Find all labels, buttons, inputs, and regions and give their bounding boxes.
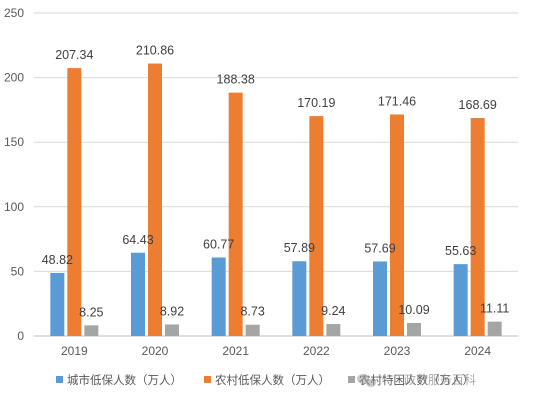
data-label: 55.63 <box>445 244 476 258</box>
bar-series-3 <box>165 324 179 336</box>
bar-series-2 <box>309 116 324 336</box>
bar-series-3 <box>326 324 341 336</box>
data-label: 8.92 <box>160 304 184 318</box>
data-label: 168.69 <box>459 98 497 112</box>
y-tick-label: 150 <box>4 135 24 149</box>
y-tick-label: 50 <box>11 264 25 278</box>
x-tick-label: 2019 <box>61 344 88 358</box>
bar-series-3 <box>407 322 421 336</box>
data-label: 8.25 <box>79 305 103 319</box>
bars <box>50 63 502 336</box>
bar-series-2 <box>148 63 162 336</box>
x-axis-ticks: 2019 2020 2021 2022 2023 2024 <box>61 344 491 358</box>
bar-series-2 <box>228 92 243 336</box>
bar-series-2 <box>67 68 82 336</box>
bar-series-1 <box>453 264 468 336</box>
data-label: 170.19 <box>297 96 335 110</box>
data-label: 9.24 <box>321 304 345 318</box>
y-tick-label: 200 <box>4 71 24 85</box>
x-tick-label: 2021 <box>222 344 249 358</box>
data-label: 207.34 <box>55 48 93 62</box>
bar-series-1 <box>211 257 226 336</box>
bar-series-1 <box>131 252 145 336</box>
x-tick-label: 2020 <box>142 344 169 358</box>
data-label: 60.77 <box>203 237 234 251</box>
bar-series-2 <box>470 118 485 336</box>
y-tick-label: 250 <box>4 6 24 20</box>
watermark: 政节服务百科 <box>357 372 476 387</box>
bar-series-1 <box>50 272 65 336</box>
bar-series-2 <box>390 114 404 336</box>
bar-series-3 <box>84 325 99 336</box>
legend-label: 农村低保人数（万人） <box>215 373 330 387</box>
data-label: 57.89 <box>284 241 315 255</box>
data-label: 171.46 <box>378 94 416 108</box>
x-tick-label: 2023 <box>384 344 411 358</box>
x-tick-label: 2022 <box>303 344 330 358</box>
data-label: 210.86 <box>136 44 174 58</box>
y-tick-label: 0 <box>17 329 24 343</box>
legend-label: 城市低保人数（万人） <box>67 373 182 387</box>
bar-series-3 <box>487 321 502 336</box>
data-label: 64.43 <box>122 233 153 247</box>
data-label: 188.38 <box>217 73 255 87</box>
data-label: 10.09 <box>398 303 429 317</box>
watermark-text: 政节服务百科 <box>404 372 476 387</box>
bar-series-1 <box>373 261 387 336</box>
legend-swatch-3 <box>348 376 355 383</box>
data-labels: 48.82 207.34 8.25 64.43 210.86 8.92 60.77 188.3… <box>42 44 510 320</box>
data-label: 57.69 <box>364 241 395 255</box>
wechat-icon <box>357 374 376 387</box>
data-label: 8.73 <box>240 305 264 319</box>
bar-series-1 <box>292 261 307 336</box>
legend-swatch-2 <box>204 376 211 383</box>
legend-swatch-1 <box>56 376 63 383</box>
data-label: 48.82 <box>42 253 73 267</box>
legend: 城市低保人数（万人） 农村低保人数（万人） 农村特困人数（万人） <box>56 373 474 387</box>
y-axis-ticks: 0 50 100 150 200 250 <box>4 6 24 343</box>
legend-label: 农村特困人数（万人） <box>359 373 474 387</box>
gridlines <box>34 12 518 337</box>
bar-series-3 <box>245 324 260 336</box>
y-tick-label: 100 <box>4 200 24 214</box>
data-label: 11.11 <box>480 302 509 316</box>
x-tick-label: 2024 <box>464 344 491 358</box>
